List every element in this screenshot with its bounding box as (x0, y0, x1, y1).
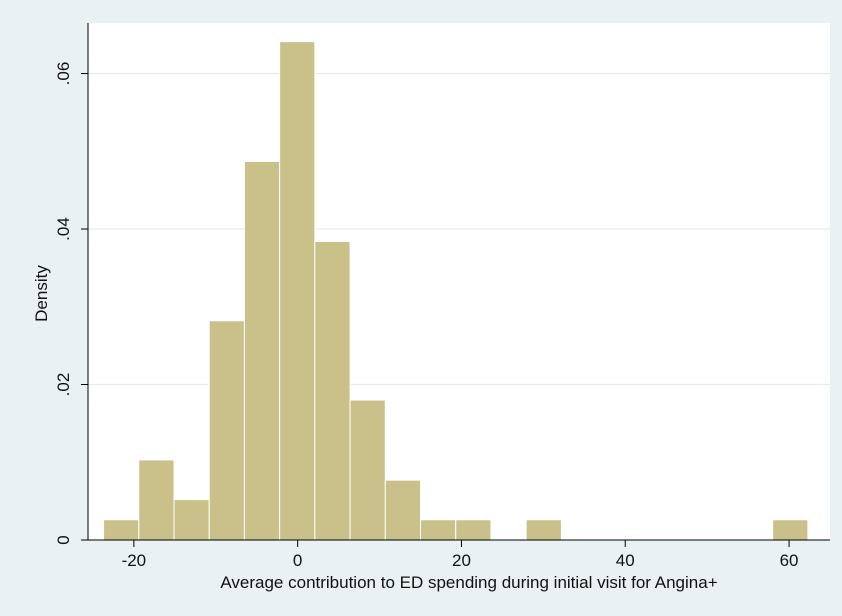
y-tick-label: 0 (54, 535, 73, 544)
plot-area (88, 23, 830, 540)
histogram-bar (772, 519, 809, 541)
histogram-bar (138, 459, 175, 541)
histogram-bar (279, 41, 316, 541)
x-tick-label: 20 (452, 551, 471, 570)
y-tick-label: .04 (54, 217, 73, 241)
axes (87, 23, 830, 541)
histogram-bar (384, 479, 422, 541)
x-tick-label: -20 (122, 551, 147, 570)
x-tick-label: 60 (780, 551, 799, 570)
histogram-bar (173, 499, 210, 541)
histogram-bar (208, 320, 245, 541)
histogram-bar (314, 240, 351, 541)
y-tick-label: .02 (54, 373, 73, 397)
y-tick-label: .06 (54, 62, 73, 86)
histogram-bar (420, 519, 457, 541)
histogram-bar (103, 519, 140, 541)
bars (103, 41, 809, 541)
x-tick-label: 40 (616, 551, 635, 570)
x-axis-title: Average contribution to ED spending duri… (220, 573, 717, 592)
histogram-bar (349, 399, 386, 541)
histogram-bar (455, 519, 492, 541)
tick-labels: -20 0 20 40 60 0 .02 .04 .06 (54, 62, 799, 570)
histogram-bar (525, 519, 562, 541)
histogram-bar (243, 160, 281, 541)
y-axis-title: Density (32, 265, 51, 322)
x-tick-label: 0 (293, 551, 302, 570)
